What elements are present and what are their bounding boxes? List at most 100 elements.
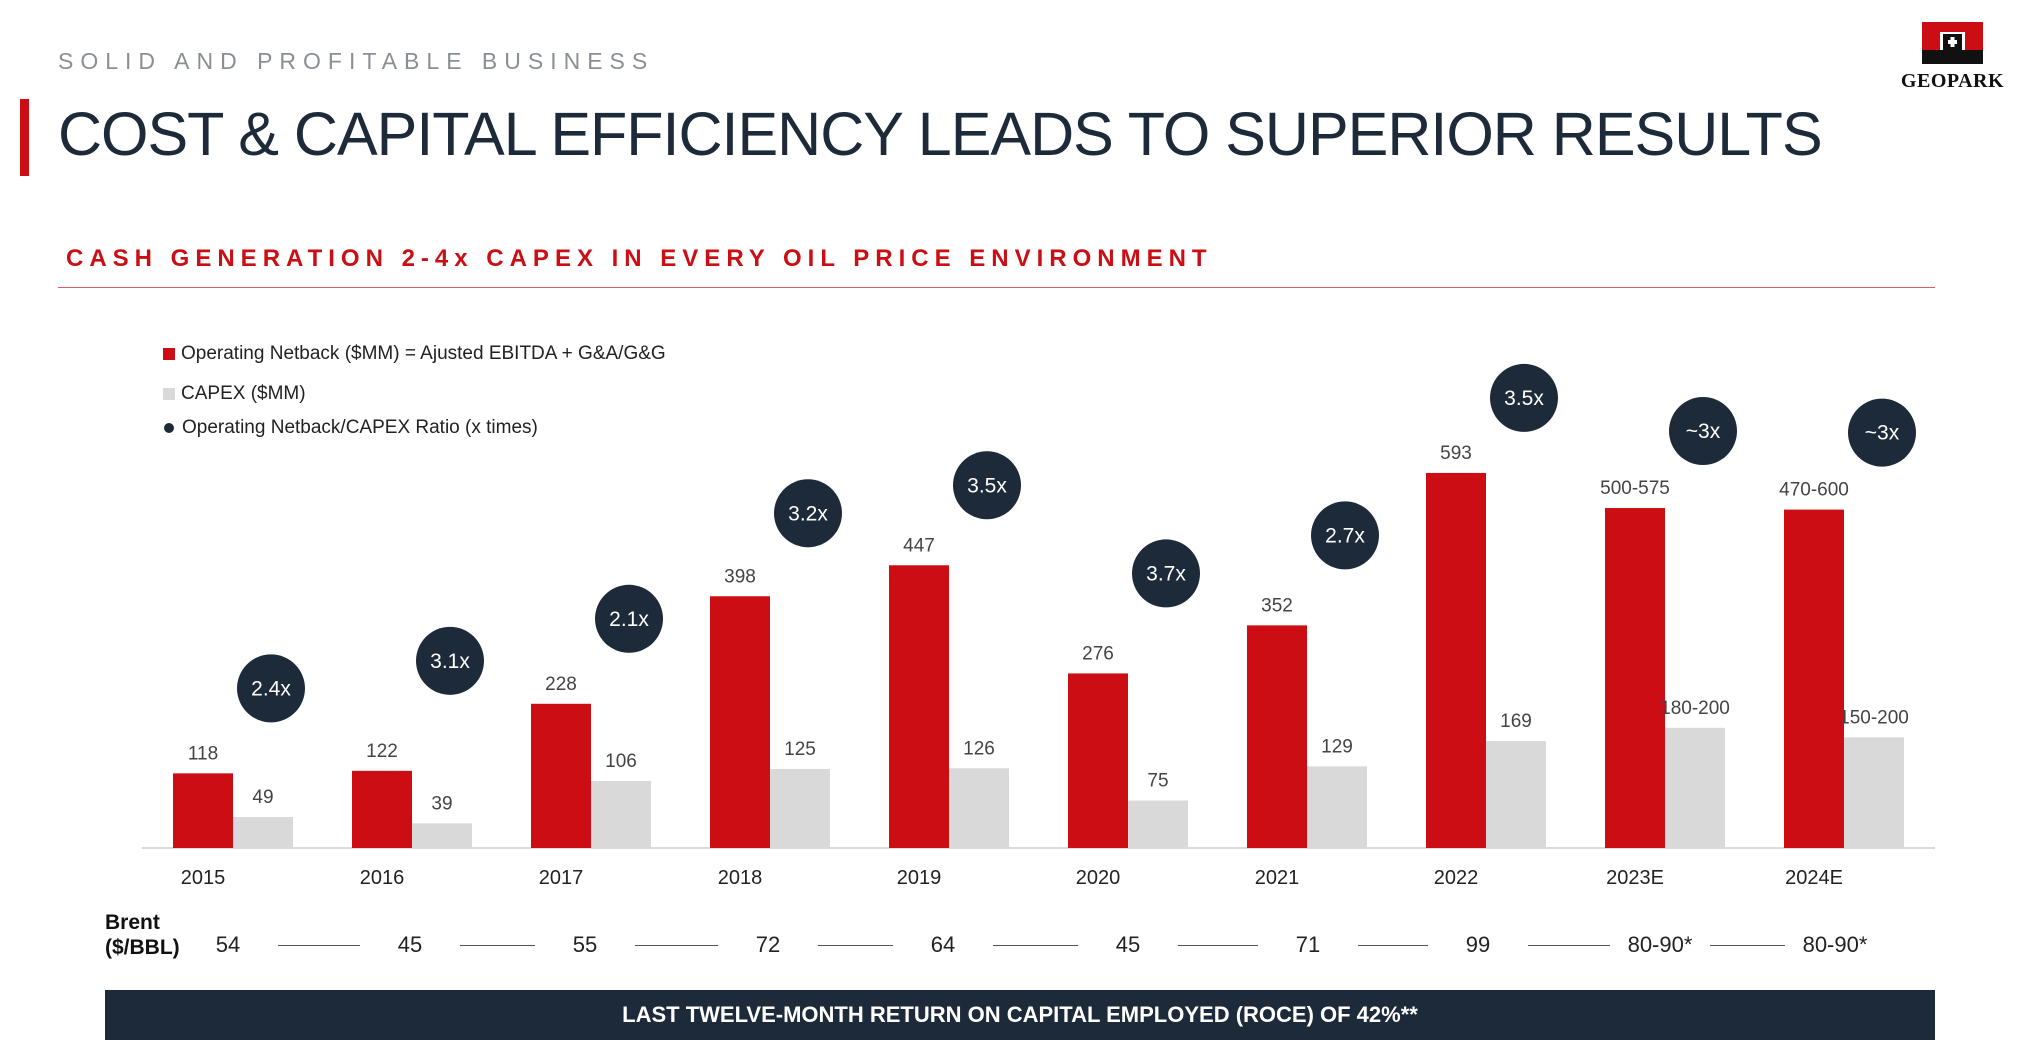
capex-label-2021: 129 (1321, 736, 1353, 757)
ratio-bubble-2016 (416, 626, 484, 695)
netback-bar-2017 (531, 703, 591, 848)
roce-footer-banner: LAST TWELVE-MONTH RETURN ON CAPITAL EMPL… (105, 990, 1935, 1040)
netback-bar-2021 (1247, 625, 1307, 848)
ratio-bubble-2019 (953, 451, 1021, 520)
netback-bar-2015 (173, 773, 233, 848)
netback-bar-2019 (889, 565, 949, 848)
netback-label-2022: 593 (1440, 443, 1472, 464)
legend-swatch-capex (163, 388, 175, 400)
x-tick-label-2021: 2021 (1255, 867, 1300, 889)
netback-label-2015: 118 (188, 743, 218, 764)
ratio-label-2019: 3.5x (967, 474, 1007, 497)
brent-connector-3 (818, 945, 893, 946)
x-tick-label-2022: 2022 (1434, 867, 1479, 889)
capex-label-2023E: 180-200 (1660, 698, 1730, 719)
x-tick-label-2017: 2017 (539, 867, 584, 889)
ratio-label-2022: 3.5x (1504, 387, 1544, 410)
legend-label-ratio: Operating Netback/CAPEX Ratio (x times) (182, 417, 538, 438)
brent-connector-1 (460, 945, 535, 946)
legend-item-capex: CAPEX ($MM) (163, 383, 306, 405)
capex-label-2022: 169 (1500, 711, 1532, 732)
brent-value-9: 80-90* (1802, 932, 1868, 957)
ratio-label-2016: 3.1x (430, 650, 470, 673)
section-label: SOLID AND PROFITABLE BUSINESS (58, 48, 655, 74)
brent-label-line2: ($/BBL) (105, 936, 180, 959)
netback-label-2018: 398 (724, 566, 756, 587)
brent-connector-2 (635, 945, 718, 946)
capex-label-2019: 126 (963, 738, 995, 759)
ratio-bubble-2018 (774, 479, 842, 548)
capex-bar-2024E (1844, 737, 1904, 848)
netback-label-2023E: 500-575 (1600, 478, 1670, 499)
x-tick-label-2020: 2020 (1076, 867, 1121, 889)
netback-label-2019: 447 (903, 535, 935, 556)
brent-connector-7 (1528, 945, 1610, 946)
x-tick-label-2023E: 2023E (1606, 867, 1664, 889)
ratio-label-2015: 2.4x (251, 677, 291, 700)
capex-bar-2015 (233, 817, 293, 848)
capex-bar-2021 (1307, 766, 1367, 848)
capex-bar-2018 (770, 768, 830, 848)
logo-wordmark: GEOPARK (1900, 70, 2005, 92)
chart-subtitle: CASH GENERATION 2-4x CAPEX IN EVERY OIL … (66, 245, 1213, 272)
ratio-label-2017: 2.1x (609, 608, 649, 631)
ratio-bubble-2023E (1669, 397, 1737, 466)
capex-label-2017: 106 (605, 751, 637, 772)
brent-label: Brent ($/BBL) (105, 910, 180, 960)
x-tick-label-2018: 2018 (718, 867, 763, 889)
capex-bar-2016 (412, 823, 472, 848)
brent-value-0: 54 (215, 932, 241, 957)
ratio-bubble-2017 (595, 584, 663, 653)
capex-label-2020: 75 (1147, 771, 1168, 792)
brent-connector-6 (1358, 945, 1428, 946)
legend-swatch-netback (163, 348, 175, 360)
brent-connector-0 (278, 945, 360, 946)
capex-label-2016: 39 (431, 793, 452, 814)
ratio-bubble-2015 (237, 654, 305, 723)
legend-label-netback: Operating Netback ($MM) = Ajusted EBITDA… (181, 343, 666, 364)
netback-label-2024E: 470-600 (1779, 480, 1849, 501)
brent-label-line1: Brent (105, 911, 160, 934)
x-tick-label-2016: 2016 (360, 867, 405, 889)
brent-value-1: 45 (397, 932, 423, 957)
ratio-label-2020: 3.7x (1146, 562, 1186, 585)
ratio-label-2023E: ~3x (1686, 420, 1721, 443)
capex-label-2024E: 150-200 (1839, 707, 1909, 728)
ratio-bubble-2020 (1132, 539, 1200, 608)
brent-value-6: 71 (1295, 932, 1321, 957)
x-tick-label-2019: 2019 (897, 867, 942, 889)
netback-bar-2016 (352, 770, 412, 848)
brent-connector-5 (1178, 945, 1258, 946)
netback-bar-2023E (1605, 508, 1665, 848)
x-tick-label-2024E: 2024E (1785, 867, 1843, 889)
netback-bar-2022 (1426, 472, 1486, 848)
ratio-label-2024E: ~3x (1865, 422, 1900, 445)
x-tick-label-2015: 2015 (181, 867, 226, 889)
geopark-logo-icon (1922, 22, 1983, 64)
ratio-bubble-2024E (1848, 398, 1916, 467)
brent-value-8: 80-90* (1627, 932, 1693, 957)
brent-value-5: 45 (1115, 932, 1141, 957)
ratio-bubble-2021 (1311, 501, 1379, 570)
brent-value-2: 55 (572, 932, 598, 957)
legend-item-netback: Operating Netback ($MM) = Ajusted EBITDA… (163, 343, 666, 365)
legend-item-ratio: Operating Netback/CAPEX Ratio (x times) (163, 417, 538, 439)
capex-bar-2017 (591, 780, 651, 848)
brent-value-7: 99 (1465, 932, 1491, 957)
netback-bar-2018 (710, 596, 770, 848)
legend-swatch-ratio (164, 423, 174, 433)
capex-bar-2022 (1486, 741, 1546, 848)
ratio-label-2018: 3.2x (788, 502, 828, 525)
netback-label-2021: 352 (1261, 595, 1293, 616)
brent-value-3: 72 (755, 932, 781, 957)
netback-bar-2024E (1784, 509, 1844, 848)
netback-label-2017: 228 (545, 674, 577, 695)
subtitle-divider (58, 287, 1935, 288)
page-title: COST & CAPITAL EFFICIENCY LEADS TO SUPER… (58, 100, 1823, 168)
netback-label-2016: 122 (366, 741, 398, 762)
brent-connector-8 (1710, 945, 1785, 946)
netback-label-2020: 276 (1082, 643, 1114, 664)
capex-bar-2019 (949, 768, 1009, 848)
title-accent-bar (20, 99, 29, 176)
